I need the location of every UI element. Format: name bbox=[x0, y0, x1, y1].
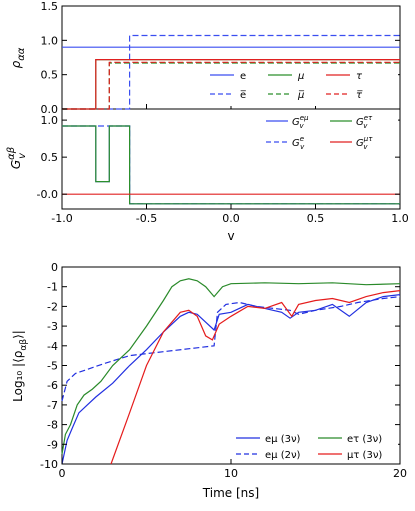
bottom-legend: eμ (3ν) eτ (3ν) eμ (2ν) μτ (3ν) bbox=[232, 428, 398, 462]
panel2-ytick-label-5: -5 bbox=[47, 360, 58, 373]
bottom-y-label: Log₁₀ |⟨ραβ⟩| bbox=[11, 330, 29, 402]
legend-label-e: e bbox=[240, 71, 246, 82]
panel0-series-1 bbox=[62, 34, 400, 110]
panel1-series-2 bbox=[62, 125, 400, 205]
middle-y-label: Gαβv bbox=[6, 146, 28, 169]
panel2-ytick-label-7: -7 bbox=[47, 399, 58, 412]
panel2-xtick-label-1: 10 bbox=[224, 467, 238, 480]
panel2-ytick-label-10: -10 bbox=[40, 458, 58, 471]
legend-label-tau: τ bbox=[356, 71, 363, 82]
top-y-label: ραα bbox=[9, 47, 27, 68]
panel0-series-4 bbox=[62, 59, 400, 110]
legend-label-g-etau: Geτ v bbox=[356, 114, 373, 130]
panel0-ytick-label-3: 1.5 bbox=[41, 0, 59, 13]
bottom-x-label: Time [ns] bbox=[202, 486, 259, 500]
panel2-series-2 bbox=[61, 278, 401, 455]
panel1-ytick-label-0: -0.0 bbox=[37, 188, 58, 201]
panel2-ytick-label-9: -9 bbox=[47, 438, 58, 451]
panel2-xtick-label-0: 0 bbox=[59, 467, 66, 480]
middle-legend: Geμ v Geτ v Ge v Gμτ v bbox=[262, 111, 398, 155]
legend-label-emu2: eμ (2ν) bbox=[265, 450, 301, 461]
legend-label-mutau3: μτ (3ν) bbox=[347, 450, 382, 461]
panel2-ytick-label-0: 0 bbox=[51, 261, 58, 274]
panel2-ytick-label-2: -2 bbox=[47, 300, 58, 313]
legend-label-g-mutau: Gμτ v bbox=[356, 135, 373, 151]
panel1-xtick-label-2: 0.0 bbox=[222, 212, 240, 225]
panel1-xtick-label-3: 0.5 bbox=[307, 212, 325, 225]
panel2-series-3 bbox=[110, 290, 401, 465]
legend-label-etau3: eτ (3ν) bbox=[347, 434, 382, 445]
ticks-layer: 0.0 0.5 1.0 1.5 -0.0 0.5 1.0 -1.0 -0.5 0.0 0.5 1.0 0… bbox=[37, 0, 409, 480]
legend-label-emu3: eμ (3ν) bbox=[265, 434, 301, 445]
panel1-xtick-label-0: -1.0 bbox=[51, 212, 72, 225]
legend-label-taubar: τ̅ bbox=[356, 90, 363, 101]
middle-x-label: v bbox=[227, 229, 234, 243]
panel1-ytick-label-2: 1.0 bbox=[41, 114, 59, 127]
legend-label-ebar: e̅ bbox=[240, 90, 247, 101]
panel2-ytick-label-8: -8 bbox=[47, 419, 58, 432]
panel2-ytick-label-1: -1 bbox=[47, 281, 58, 294]
panel0-ytick-label-1: 0.5 bbox=[41, 69, 59, 82]
panel2-ytick-label-4: -4 bbox=[47, 340, 58, 353]
panel2-ytick-label-3: -3 bbox=[47, 320, 58, 333]
panel2-series-1 bbox=[61, 296, 401, 402]
panel0-ytick-label-0: 0.0 bbox=[41, 103, 59, 116]
panel1-xtick-label-1: -0.5 bbox=[136, 212, 157, 225]
legend-label-mu: μ bbox=[297, 71, 304, 82]
panel1-xtick-label-4: 1.0 bbox=[391, 212, 409, 225]
panel1-ytick-label-1: 0.5 bbox=[41, 151, 59, 164]
legend-label-g-emu: Geμ v bbox=[292, 114, 309, 130]
panel2-series-0 bbox=[61, 294, 401, 465]
panel0-series-5 bbox=[62, 61, 400, 110]
legend-label-g-e: Ge v bbox=[292, 135, 305, 151]
panel2-xtick-label-2: 20 bbox=[393, 467, 407, 480]
top-legend: e μ τ e̅ μ̅ τ̅ bbox=[204, 64, 398, 106]
curves-layer bbox=[61, 34, 401, 465]
legend-label-mubar: μ̅ bbox=[297, 90, 305, 101]
panel0-ytick-label-2: 1.0 bbox=[41, 34, 59, 47]
panel2-ytick-label-6: -6 bbox=[47, 379, 58, 392]
